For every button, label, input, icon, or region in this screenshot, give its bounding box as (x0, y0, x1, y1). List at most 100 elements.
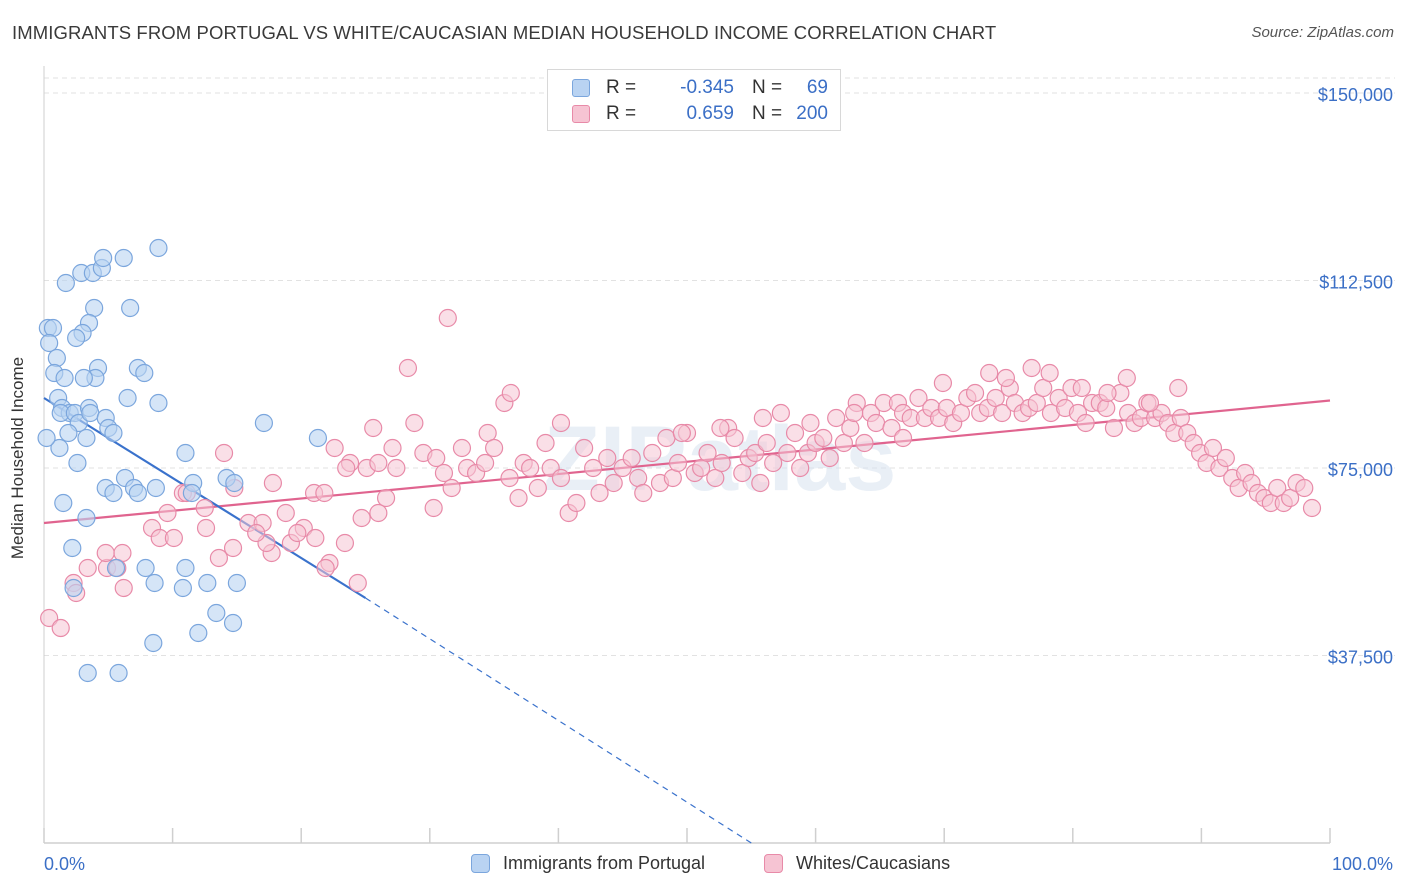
portugal-point (68, 453, 87, 473)
portugal-point (43, 318, 63, 338)
white-caucasian-point (1104, 418, 1124, 438)
portugal-point (146, 478, 165, 498)
portugal-point (176, 558, 195, 578)
portugal-swatch (572, 79, 590, 97)
white-caucasian-point (509, 488, 528, 508)
stats-legend: R = -0.345 N = 69 R = 0.659 N = 200 (547, 69, 841, 131)
white-caucasian-point (882, 418, 901, 438)
white-caucasian-point (590, 483, 609, 503)
white-caucasian-point (337, 458, 356, 478)
portugal-point (81, 403, 100, 423)
white-caucasian-point (575, 438, 594, 458)
white-caucasian-point (751, 473, 770, 493)
white-caucasian-point (352, 508, 371, 528)
white-caucasian-point (1281, 488, 1300, 508)
y-tick-label: $37,500 (1328, 648, 1393, 668)
portugal-point (77, 508, 96, 528)
white-caucasian-point (584, 458, 603, 478)
portugal-point (54, 493, 73, 513)
white-caucasian-point (521, 458, 540, 478)
x-tick-label: 0.0% (44, 854, 85, 874)
n-label: N = (752, 77, 783, 98)
white-caucasian-point (753, 408, 772, 428)
portugal-point (77, 428, 96, 448)
white-caucasian-point (692, 458, 711, 478)
white-caucasian-point (1216, 448, 1235, 468)
white-caucasian-point (158, 503, 177, 523)
portugal-point (149, 238, 168, 258)
white-caucasian-point (820, 448, 839, 468)
white-caucasian-point (1027, 393, 1046, 413)
white-caucasian-point (834, 433, 853, 453)
portugal-point (144, 633, 163, 653)
white-caucasian-point (325, 438, 344, 458)
white-caucasian-point (1034, 378, 1053, 398)
portugal-point (121, 298, 140, 318)
x-tick-label: 100.0% (1332, 854, 1393, 874)
white-caucasian-point (114, 578, 133, 598)
white-caucasian-point (567, 493, 586, 513)
white-caucasian-point (195, 498, 214, 518)
white-caucasian-point (536, 433, 555, 453)
white-caucasian-point (827, 408, 846, 428)
white-caucasian-point (1117, 368, 1136, 388)
white-caucasian-point (452, 438, 472, 458)
white-caucasian-point (405, 413, 424, 433)
white-caucasian-point (965, 383, 985, 403)
portugal-point (136, 558, 155, 578)
portugal-point (56, 273, 75, 293)
portugal-point (78, 663, 97, 683)
white-caucasian-point (1098, 383, 1117, 403)
white-caucasian-point (757, 433, 776, 453)
white-caucasian-point (668, 453, 688, 473)
white-caucasian-point (980, 363, 999, 383)
white-caucasian-point (316, 558, 335, 578)
legend-label: Immigrants from Portugal (503, 853, 706, 873)
white-caucasian-point (369, 453, 388, 473)
portugal-point (225, 473, 244, 493)
white-caucasian-point (764, 453, 783, 473)
white-caucasian-point (551, 413, 571, 433)
white-caucasian-point (909, 388, 928, 408)
white-caucasian-point (725, 428, 744, 448)
white-caucasian-point (376, 488, 396, 508)
portugal-point (40, 333, 59, 353)
white-caucasian-point (841, 418, 860, 438)
white-caucasian-point (223, 538, 243, 558)
portugal-trend-extension (365, 597, 752, 844)
white-caucasian-point (528, 478, 547, 498)
source-label: Source: ZipAtlas.com (1251, 24, 1394, 41)
white-caucasian-point (801, 413, 820, 433)
white-caucasian-point (951, 403, 971, 423)
white-caucasian-point (288, 523, 307, 543)
portugal-point (198, 573, 217, 593)
y-tick-label: $75,000 (1328, 460, 1393, 480)
portugal-point (67, 328, 86, 348)
portugal-point (173, 578, 192, 598)
white-caucasian-point (992, 403, 1012, 423)
portugal-trend-line (43, 397, 367, 599)
white-caucasian-point (40, 608, 59, 628)
white-legend-swatch (764, 854, 783, 873)
white-caucasian-point (263, 473, 283, 493)
portugal-point (106, 558, 126, 578)
white-caucasian-point (733, 463, 752, 483)
white-caucasian-point (791, 458, 810, 478)
white-caucasian-point (1169, 378, 1188, 398)
white-caucasian-point (369, 503, 388, 523)
white-caucasian-point (438, 308, 457, 328)
white-caucasian-point (276, 503, 295, 523)
white-caucasian-point (771, 403, 790, 423)
white-caucasian-point (335, 533, 355, 553)
portugal-point (135, 363, 154, 383)
portugal-point (227, 573, 246, 593)
portugal-point (94, 248, 113, 268)
white-caucasian-point (814, 428, 833, 448)
white-caucasian-point (427, 448, 446, 468)
portugal-point (189, 623, 208, 643)
white-caucasian-point (364, 418, 383, 438)
portugal-point (223, 613, 243, 633)
portugal-point (145, 573, 164, 593)
white-caucasian-point (500, 468, 519, 488)
